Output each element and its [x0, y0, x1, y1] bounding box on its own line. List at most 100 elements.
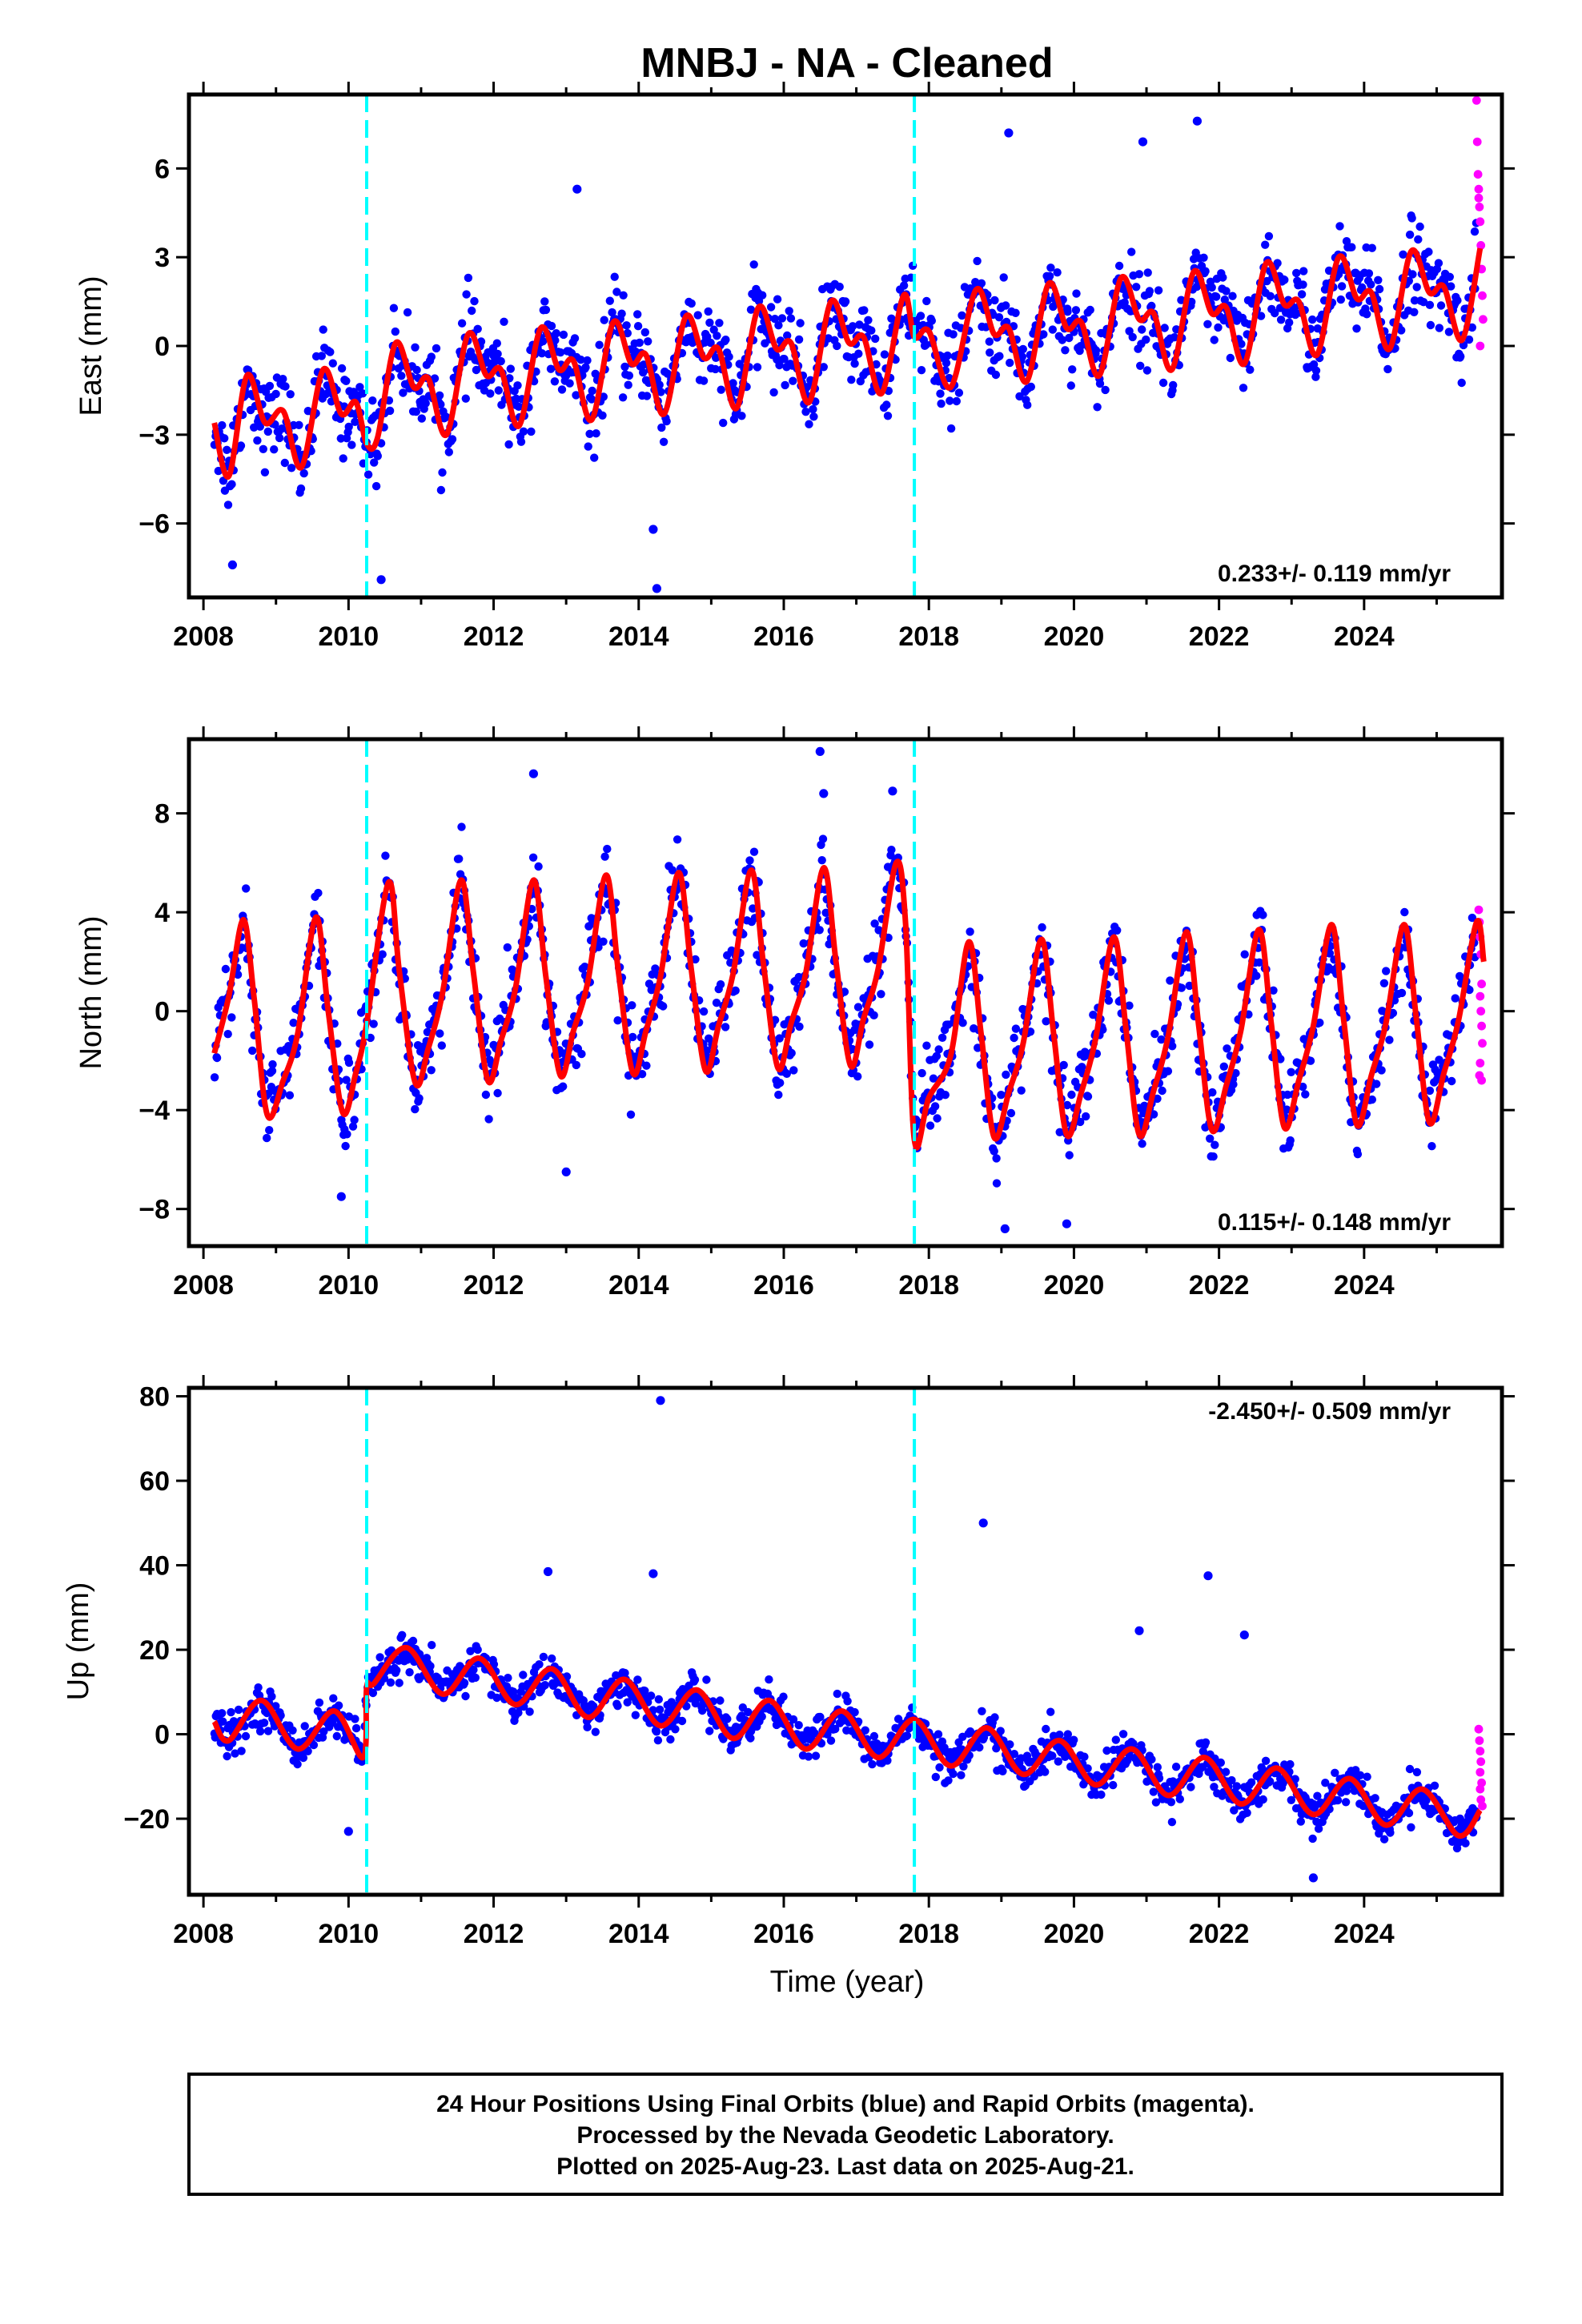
final-orbit-point [233, 970, 243, 979]
final-orbit-point [1404, 1808, 1414, 1818]
final-orbit-point [1041, 1767, 1050, 1776]
x-axis-label: Time (year) [770, 1965, 925, 1999]
x-tick-label: 2016 [753, 621, 814, 652]
x-tick-label: 2010 [319, 1919, 379, 1949]
final-orbit-point [351, 1715, 359, 1723]
final-orbit-point [1089, 1011, 1098, 1019]
final-orbit-point [514, 402, 524, 411]
final-orbit-point [902, 1731, 912, 1740]
final-orbit-point [430, 374, 440, 383]
up-rate-label: -2.450+/- 0.509 mm/yr [1208, 1398, 1451, 1425]
final-orbit-point [470, 296, 479, 306]
final-orbit-point [1118, 1730, 1128, 1739]
y-tick-label: −4 [139, 1096, 170, 1126]
final-orbit-point [259, 444, 267, 453]
final-orbit-point [1158, 378, 1168, 388]
x-tick-label: 2010 [319, 1270, 379, 1301]
final-orbit-point [877, 990, 885, 999]
final-orbit-point [1006, 358, 1014, 368]
final-orbit-point [899, 281, 909, 290]
final-orbit-point [1264, 231, 1274, 241]
final-orbit-point [712, 353, 721, 362]
final-orbit-point [405, 1668, 414, 1677]
final-orbit-point [1292, 268, 1301, 278]
final-orbit-point [462, 290, 471, 299]
final-orbit-point [637, 1070, 647, 1079]
final-orbit-point [1299, 267, 1308, 275]
final-orbit-point [631, 1711, 640, 1719]
final-orbit-point [1444, 328, 1454, 336]
x-tick-label: 2008 [173, 1919, 234, 1949]
final-orbit-point [874, 926, 883, 935]
final-orbit-point [745, 856, 754, 865]
final-orbit-point [223, 1751, 231, 1761]
final-orbit-point [590, 453, 599, 462]
final-orbit-point [599, 937, 608, 947]
final-orbit-point [581, 363, 590, 372]
final-orbit-point [1104, 996, 1114, 1005]
final-orbit-point [774, 1090, 783, 1100]
final-orbit-point [633, 1675, 642, 1684]
final-orbit-point [1286, 1136, 1295, 1145]
final-orbit-point [1464, 335, 1474, 344]
final-orbit-point [1175, 1795, 1185, 1803]
final-orbit-point [1067, 1090, 1076, 1100]
final-orbit-point [242, 884, 251, 893]
final-orbit-point [613, 1702, 622, 1711]
final-orbit-point [794, 335, 804, 344]
final-orbit-point [455, 854, 464, 863]
rapid-orbit-point [1474, 184, 1484, 194]
final-orbit-point [666, 1735, 675, 1744]
x-tick-label: 2014 [608, 1919, 669, 1949]
final-orbit-point [1120, 298, 1129, 307]
final-orbit-point [652, 1727, 661, 1736]
final-orbit-point [343, 1130, 351, 1139]
final-orbit-point [1210, 336, 1219, 344]
final-orbit-point [996, 1727, 1005, 1735]
final-orbit-point [926, 1121, 935, 1130]
rapid-orbit-point [1477, 1021, 1486, 1031]
final-orbit-point [484, 1115, 493, 1124]
final-orbit-point [461, 394, 470, 403]
final-orbit-point [572, 1060, 580, 1070]
final-orbit-point [753, 363, 762, 372]
x-tick-label: 2012 [464, 1919, 524, 1949]
final-orbit-point [381, 851, 390, 860]
final-orbit-point [1211, 1140, 1219, 1149]
final-orbit-point [617, 309, 626, 318]
final-orbit-point [644, 979, 654, 988]
final-orbit-point [271, 389, 280, 399]
final-orbit-point [624, 380, 632, 389]
final-orbit-point [1400, 907, 1409, 917]
final-orbit-point [1232, 1782, 1242, 1791]
final-orbit-point [548, 1654, 556, 1663]
final-orbit-point [1068, 365, 1077, 374]
final-orbit-point [1220, 296, 1230, 304]
final-orbit-point [721, 1023, 730, 1031]
final-orbit-point [1259, 911, 1267, 919]
final-orbit-point [347, 440, 356, 449]
final-orbit-point [843, 1697, 852, 1706]
east-rapid-orbit-points [1472, 96, 1488, 351]
final-orbit-point [1150, 1029, 1159, 1039]
final-orbit-point [263, 427, 272, 436]
outlier-point [1239, 1630, 1249, 1640]
final-orbit-point [285, 1091, 295, 1100]
final-orbit-point [1059, 1060, 1068, 1070]
final-orbit-point [711, 364, 720, 374]
final-orbit-point [653, 1736, 663, 1745]
final-orbit-point [995, 352, 1004, 360]
outlier-point [1062, 1219, 1071, 1228]
final-orbit-point [1042, 1017, 1050, 1026]
final-orbit-point [486, 389, 495, 398]
final-orbit-point [1306, 1056, 1315, 1065]
final-orbit-point [949, 1769, 958, 1779]
final-orbit-point [958, 1019, 967, 1027]
final-orbit-point [231, 1749, 239, 1758]
final-orbit-point [267, 1692, 276, 1701]
final-orbit-point [871, 334, 880, 344]
final-orbit-point [1273, 259, 1282, 267]
final-orbit-point [721, 336, 730, 344]
final-orbit-point [417, 414, 426, 423]
final-orbit-point [570, 334, 580, 343]
